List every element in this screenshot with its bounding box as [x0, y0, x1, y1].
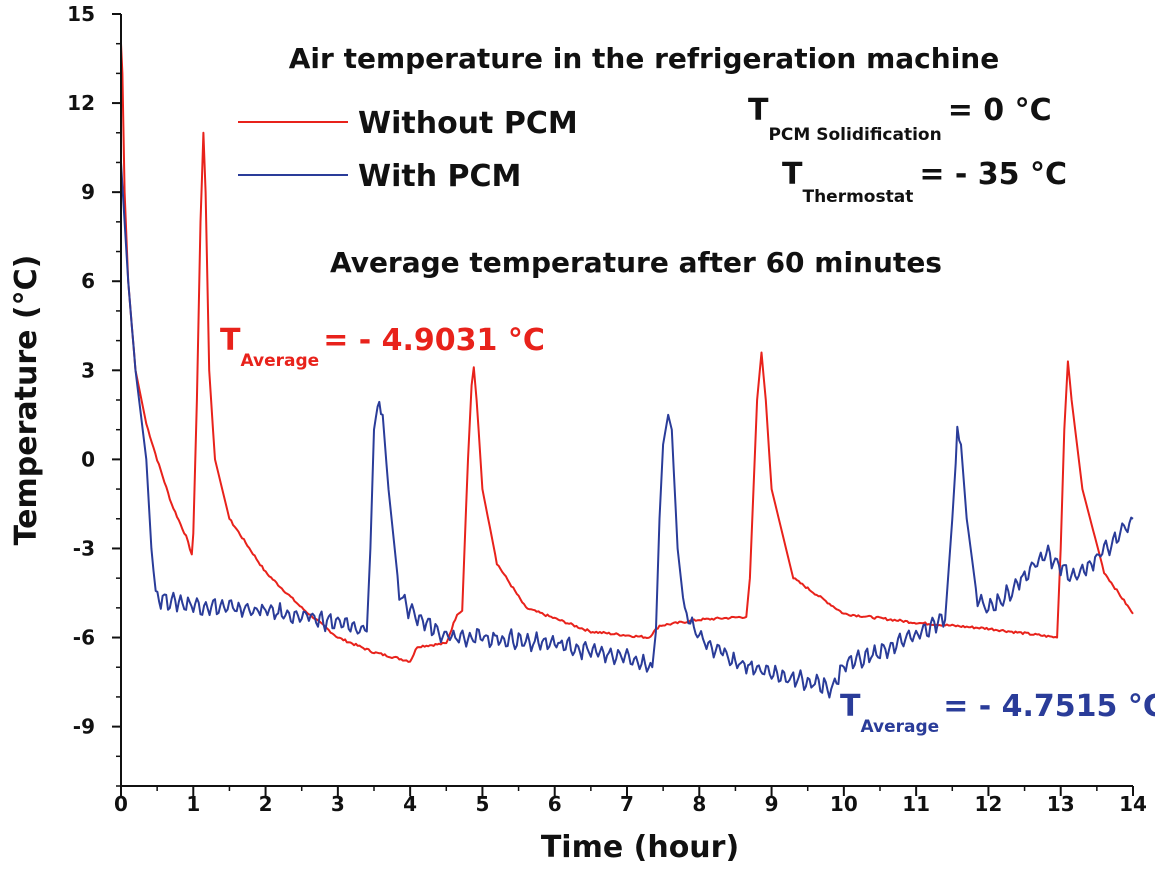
x-tick-label: 8	[692, 792, 706, 816]
x-tick-label: 13	[1047, 792, 1075, 816]
series-line-with-pcm	[120, 162, 1134, 699]
legend-label-without-pcm: Without PCM	[358, 106, 578, 141]
x-axis-label: Time (hour)	[541, 830, 739, 865]
y-tick-label: 15	[67, 2, 95, 26]
y-axis-label: Temperature (°C)	[9, 255, 44, 546]
series-line-without-pcm	[120, 43, 1134, 663]
y-tick-label: 3	[81, 358, 95, 382]
x-tick-label: 7	[620, 792, 634, 816]
annotation-average-without-pcm: TAverage= - 4.9031 °C	[220, 323, 545, 371]
x-tick-label: 4	[403, 792, 417, 816]
annotation-pcm-solidification: TPCM Solidification= 0 °C	[748, 93, 1052, 145]
x-tick-label: 14	[1119, 792, 1147, 816]
y-tick-label: -6	[73, 626, 95, 650]
legend-label-with-pcm: With PCM	[358, 159, 521, 194]
legend: Without PCM With PCM	[238, 106, 578, 194]
x-tick-label: 11	[902, 792, 930, 816]
x-tick-label: 9	[765, 792, 779, 816]
x-tick-label: 10	[830, 792, 858, 816]
y-tick-label: 12	[67, 91, 95, 115]
y-tick-label: 6	[81, 269, 95, 293]
axes	[112, 13, 1134, 796]
y-tick-label: 0	[81, 447, 95, 471]
chart-title: Air temperature in the refrigeration mac…	[289, 42, 999, 75]
x-tick-label: 5	[475, 792, 489, 816]
y-tick-label: -3	[73, 536, 95, 560]
x-tick-label: 0	[114, 792, 128, 816]
x-tick-label: 1	[186, 792, 200, 816]
y-tick-label: 9	[81, 180, 95, 204]
plot-series	[120, 43, 1134, 699]
x-tick-label: 2	[259, 792, 273, 816]
y-tick-label: -9	[73, 715, 95, 739]
annotation-average-with-pcm: TAverage= - 4.7515 °C	[840, 689, 1155, 737]
annotation-thermostat: TThermostat= - 35 °C	[782, 157, 1067, 207]
x-tick-label: 3	[331, 792, 345, 816]
x-tick-label: 12	[975, 792, 1003, 816]
x-tick-label: 6	[548, 792, 562, 816]
average-heading: Average temperature after 60 minutes	[330, 246, 942, 279]
